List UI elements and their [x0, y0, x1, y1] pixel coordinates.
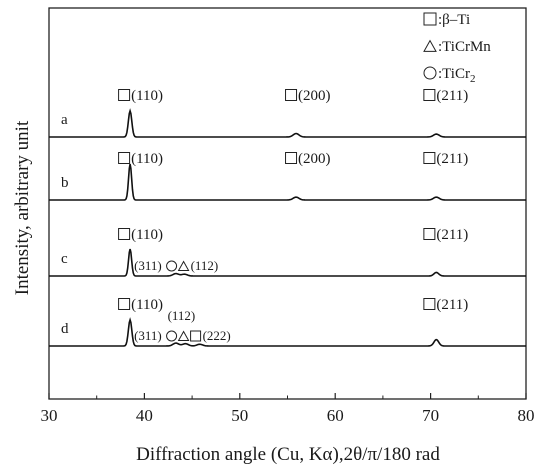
circle-marker-icon	[166, 330, 178, 342]
series-label-d: d	[61, 321, 69, 337]
y-axis-label: Intensity, arbitrary unit	[12, 120, 33, 295]
square-marker-icon	[285, 152, 298, 164]
peak-annotation: (110)	[118, 88, 163, 104]
inline-annotation: (311) (222)	[134, 328, 231, 343]
legend-label-text: TiCr	[442, 66, 470, 82]
legend-label-text: β–Ti	[442, 12, 470, 28]
peak-annotation: (110)	[118, 227, 163, 243]
series-label-b: b	[61, 175, 69, 191]
x-tick-label: 50	[231, 406, 248, 425]
miller-index-label: (200)	[298, 151, 331, 167]
miller-index-label: (110)	[131, 227, 163, 243]
square-marker-icon	[423, 12, 437, 26]
miller-index-label: (112)	[191, 258, 219, 273]
square-marker-icon	[423, 89, 436, 101]
legend-label-subscript: 2	[470, 73, 476, 85]
miller-index-label: (110)	[131, 88, 163, 104]
circle-marker-icon	[166, 260, 178, 272]
diffraction-patterns	[49, 108, 526, 347]
peak-annotation: (211)	[423, 297, 468, 313]
x-tick-label: 30	[41, 406, 58, 425]
miller-index-label: (311)	[134, 328, 162, 343]
peak-annotation: (200)	[285, 88, 331, 104]
miller-index-label: (211)	[436, 151, 468, 167]
miller-index-label: (211)	[436, 88, 468, 104]
miller-index-label: (200)	[298, 88, 331, 104]
legend: :β–Ti :TiCrMn :TiCr2	[423, 12, 491, 85]
miller-index-label: (110)	[131, 151, 163, 167]
triangle-marker-icon	[177, 260, 190, 271]
x-axis-label: Diffraction angle (Cu, Kα),2θ/π/180 rad	[136, 444, 440, 465]
miller-index-label: (222)	[203, 328, 231, 343]
series-label-a: a	[61, 112, 68, 128]
peak-annotations: a (110) (200) (211) b (110) (200) (211) c (110) (2…	[61, 88, 468, 343]
series-label-c: c	[61, 251, 68, 267]
x-axis-ticks: 30 40 50 60 70 80	[41, 393, 535, 425]
square-marker-icon	[118, 89, 131, 101]
peak-annotation: (110)	[118, 151, 163, 167]
legend-label-text: TiCrMn	[442, 39, 491, 55]
peak-annotation: (211)	[423, 151, 468, 167]
square-marker-icon	[118, 228, 131, 240]
peak-annotation: (110)	[118, 297, 163, 313]
square-marker-icon	[118, 152, 131, 164]
miller-index-label: (211)	[436, 227, 468, 243]
miller-index-label: (112)	[168, 308, 196, 323]
square-marker-icon	[423, 228, 436, 240]
peak-annotation: (211)	[423, 227, 468, 243]
square-marker-icon	[190, 330, 202, 342]
pattern-line-c	[49, 248, 526, 277]
legend-entry-label: :β–Ti	[438, 12, 470, 28]
x-tick-label: 80	[518, 406, 535, 425]
triangle-marker-icon	[423, 39, 437, 52]
miller-index-label: (311)	[134, 258, 162, 273]
x-tick-label: 60	[327, 406, 344, 425]
pattern-line-a	[49, 108, 526, 138]
inline-annotation: (311) (112)	[134, 258, 218, 273]
legend-entry-label: :TiCr2	[438, 66, 475, 85]
triangle-marker-icon	[177, 330, 190, 341]
x-tick-label: 70	[422, 406, 439, 425]
miller-index-label: (211)	[436, 297, 468, 313]
square-marker-icon	[423, 298, 436, 310]
legend-entry-label: :TiCrMn	[438, 39, 491, 55]
peak-annotation: (200)	[285, 151, 331, 167]
x-tick-label: 40	[136, 406, 153, 425]
circle-marker-icon	[423, 66, 437, 80]
square-marker-icon	[118, 298, 131, 310]
pattern-line-b	[49, 163, 526, 201]
miller-index-label: (110)	[131, 297, 163, 313]
peak-annotation: (211)	[423, 88, 468, 104]
pattern-line-d	[49, 317, 526, 347]
square-marker-icon	[285, 89, 298, 101]
square-marker-icon	[423, 152, 436, 164]
